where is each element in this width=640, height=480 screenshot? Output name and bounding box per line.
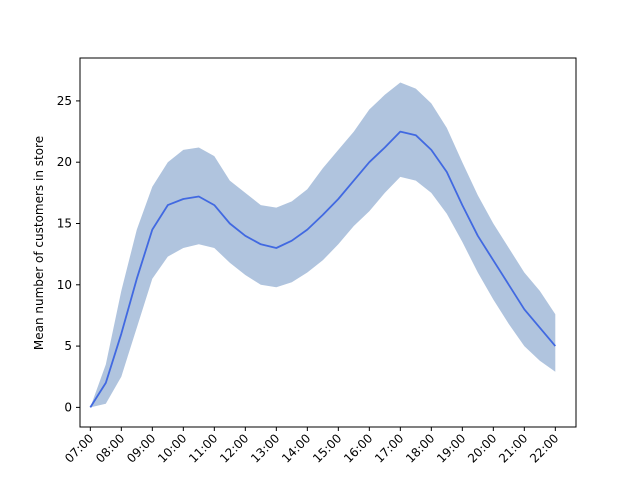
x-tick-label: 10:00 (155, 431, 189, 465)
x-tick-label: 18:00 (403, 431, 437, 465)
plot-area (79, 57, 577, 428)
plot-frame (79, 57, 577, 428)
y-tick-label: 15 (57, 216, 72, 230)
x-tick-label: 15:00 (310, 431, 344, 465)
x-tick-label: 17:00 (372, 431, 406, 465)
x-tick-label: 13:00 (248, 431, 282, 465)
y-tick-label: 20 (57, 155, 72, 169)
x-axis: 07:0008:0009:0010:0011:0012:0013:0014:00… (62, 427, 561, 466)
x-tick-label: 08:00 (93, 431, 127, 465)
x-tick-label: 20:00 (465, 431, 499, 465)
x-tick-label: 16:00 (341, 431, 375, 465)
x-tick-label: 22:00 (527, 431, 561, 465)
x-tick-label: 12:00 (217, 431, 251, 465)
y-axis-label: Mean number of customers in store (32, 136, 46, 350)
y-tick-label: 10 (57, 278, 72, 292)
x-tick-label: 19:00 (434, 431, 468, 465)
mean-line (89, 130, 556, 408)
x-tick-label: 09:00 (124, 431, 158, 465)
y-tick-label: 5 (64, 339, 72, 353)
y-tick-label: 0 (64, 400, 72, 414)
y-tick-label: 25 (57, 94, 72, 108)
x-tick-label: 07:00 (62, 431, 96, 465)
y-axis: 0 5 10 15 20 25 (57, 94, 80, 414)
x-tick-label: 14:00 (279, 431, 313, 465)
x-tick-label: 11:00 (186, 431, 220, 465)
x-tick-label: 21:00 (496, 431, 530, 465)
confidence-band (90, 82, 556, 408)
